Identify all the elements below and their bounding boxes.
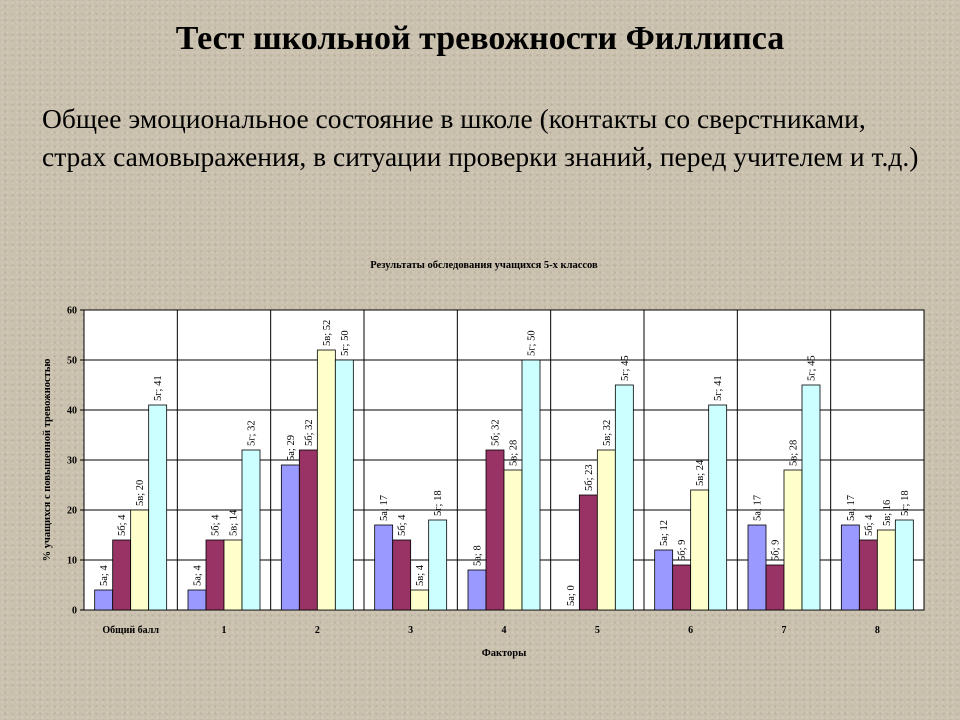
x-tick-label: Общий балл [102, 625, 159, 636]
data-label: 5а; 4 [99, 565, 110, 586]
data-label: 5в; 32 [602, 420, 613, 446]
bar [467, 569, 487, 611]
bar [316, 349, 336, 611]
data-label: 5г; 32 [247, 420, 258, 446]
bar [521, 359, 541, 611]
bar [94, 589, 114, 611]
y-tick-label: 10 [67, 556, 77, 567]
bar [428, 519, 448, 611]
data-label: 5г; 50 [527, 330, 538, 356]
bar [858, 539, 878, 611]
data-label: 5б; 9 [677, 540, 688, 561]
bar [747, 524, 767, 611]
bar [485, 449, 505, 611]
data-label: 5в; 28 [789, 440, 800, 466]
y-tick-label: 60 [67, 306, 77, 317]
data-label: 5б; 9 [771, 540, 782, 561]
x-tick-label: 6 [688, 625, 693, 636]
data-label: 5г; 18 [433, 490, 444, 516]
data-label: 5б; 32 [304, 419, 315, 446]
x-axis-ticks: Общий балл 1 2 3 4 5 6 7 8 [102, 625, 879, 636]
bar [894, 519, 914, 611]
bar [801, 384, 821, 611]
data-label: 5б; 23 [584, 464, 595, 491]
data-label: 5б; 4 [864, 514, 875, 536]
bar [578, 494, 598, 611]
x-tick-label: 8 [875, 625, 880, 636]
bar [334, 359, 354, 611]
y-tick-label: 50 [67, 356, 77, 367]
bar [840, 524, 860, 611]
data-label: 5б; 4 [117, 514, 128, 536]
data-label: 5а; 17 [753, 495, 764, 521]
bar [187, 589, 207, 611]
data-label: 5а; 17 [846, 495, 857, 521]
data-label: 5в; 14 [229, 509, 240, 536]
data-label: 5г; 41 [153, 375, 164, 401]
bar [148, 404, 168, 611]
bar [223, 539, 243, 611]
bar [112, 539, 132, 611]
bar [765, 564, 785, 611]
bar [783, 469, 803, 611]
data-label: 5а; 17 [379, 495, 390, 521]
bar [298, 449, 318, 611]
data-label: 5а; 0 [566, 585, 577, 606]
data-label: 5г; 41 [713, 375, 724, 401]
data-label: 5а; 29 [286, 435, 297, 461]
y-axis-label: % учащихся с повышенной тревожностью [42, 359, 53, 562]
data-label: 5а; 4 [193, 565, 204, 586]
x-tick-label: 4 [502, 625, 507, 636]
chart-title: Результаты обследования учащихся 5-х кла… [370, 260, 598, 271]
data-label: 5а; 12 [659, 520, 670, 546]
y-tick-label: 40 [67, 406, 77, 417]
bar [690, 489, 710, 611]
bar [241, 449, 261, 611]
bar [280, 464, 300, 611]
bar [205, 539, 225, 611]
y-tick-label: 30 [67, 456, 77, 467]
bar-group [94, 349, 914, 611]
data-label: 5б; 4 [397, 514, 408, 536]
data-label: 5в; 20 [135, 480, 146, 506]
bar [374, 524, 394, 611]
y-tick-label: 0 [72, 606, 77, 617]
bar [503, 469, 523, 611]
x-tick-label: 5 [595, 625, 600, 636]
data-label: 5а; 8 [473, 545, 484, 566]
data-label: 5б; 32 [491, 419, 502, 446]
bar [130, 509, 150, 611]
x-tick-label: 2 [315, 625, 320, 636]
data-label-group: 5а; 4 5а; 4 5а; 29 5а; 17 5а; 8 5а; 0 5а; 12 5а… [99, 320, 911, 606]
x-tick-label: 1 [222, 625, 227, 636]
data-label: 5в; 4 [415, 564, 426, 586]
slide-subtitle: Общее эмоциональное состояние в школе (к… [42, 103, 919, 172]
bar [596, 449, 616, 611]
bar [392, 539, 412, 611]
data-label: 5г; 45 [807, 355, 818, 381]
data-label: 5в; 52 [322, 320, 333, 346]
slide-title: Тест школьной тревожности Филлипса [175, 20, 785, 57]
data-label: 5в; 24 [695, 459, 706, 486]
bar [614, 384, 634, 611]
bar [708, 404, 728, 611]
data-label: 5б; 4 [211, 514, 222, 536]
y-tick-label: 20 [67, 506, 77, 517]
y-axis-ticks: 0 10 20 30 40 50 60 [67, 306, 84, 617]
bar [410, 589, 430, 611]
data-label: 5в; 16 [882, 500, 893, 526]
data-label: 5в; 28 [509, 440, 520, 466]
data-label: 5г; 50 [340, 330, 351, 356]
bar [654, 549, 674, 611]
x-tick-label: 3 [408, 625, 413, 636]
x-tick-label: 7 [782, 625, 787, 636]
x-axis-label: Факторы [482, 648, 527, 659]
bar [672, 564, 692, 611]
data-label: 5г; 45 [620, 355, 631, 381]
data-label: 5г; 18 [900, 490, 911, 516]
bar [876, 529, 896, 611]
